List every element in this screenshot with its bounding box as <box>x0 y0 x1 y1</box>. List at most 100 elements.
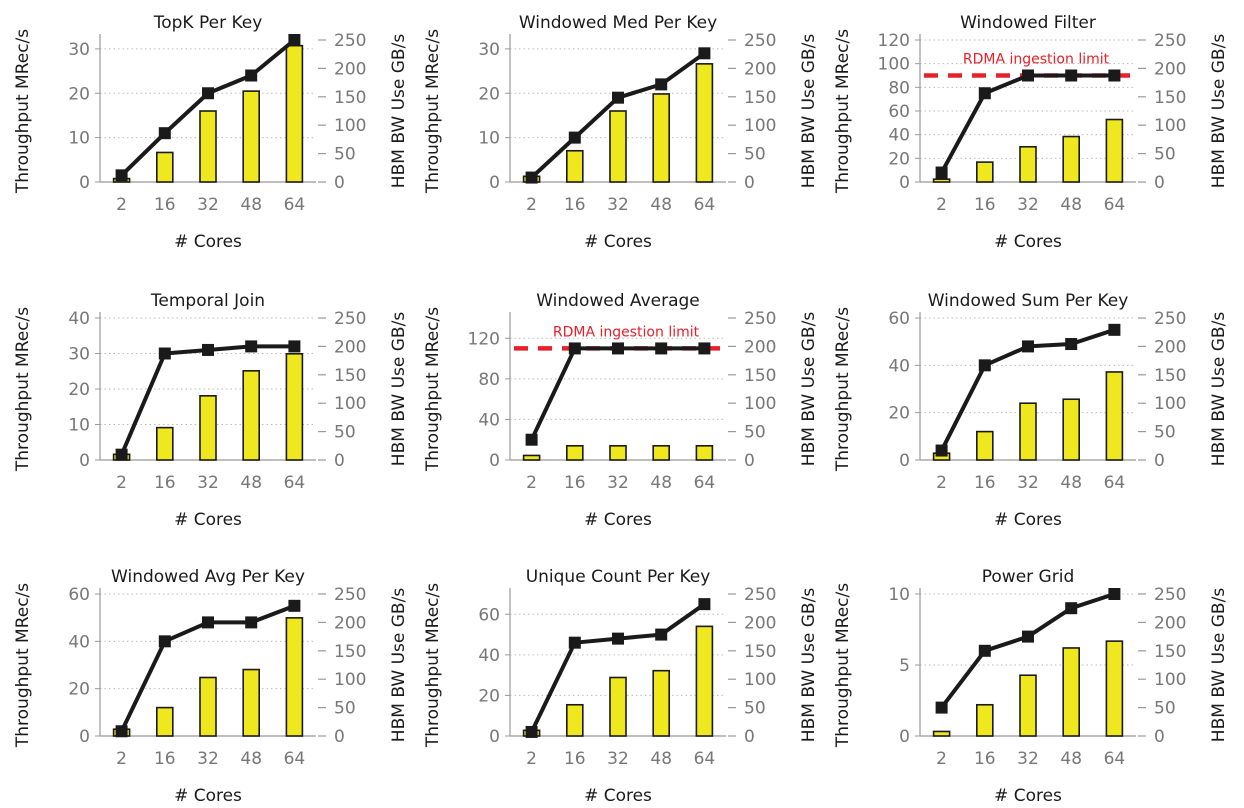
rdma-limit-label: RDMA ingestion limit <box>553 324 700 340</box>
x-tick-label: 2 <box>936 195 947 215</box>
y2-tick-label: 100 <box>744 394 776 414</box>
x-tick-label: 48 <box>650 195 672 215</box>
y-tick-label: 20 <box>478 686 500 706</box>
x-axis-title: # Cores <box>584 510 652 530</box>
line-marker <box>935 166 948 179</box>
x-tick-label: 48 <box>240 749 262 769</box>
bar <box>652 93 671 183</box>
panel-title: TopK Per Key <box>153 13 263 33</box>
line-marker <box>1108 323 1121 336</box>
y2-tick-label: 0 <box>744 451 755 471</box>
y-axis-title: Throughput MRec/s <box>833 29 853 194</box>
y2-tick-label: 100 <box>744 670 776 690</box>
y-tick-label: 80 <box>888 78 910 98</box>
bar <box>285 44 304 183</box>
bar <box>695 63 714 183</box>
x-tick-label: 64 <box>284 195 306 215</box>
bar <box>285 352 304 461</box>
x-tick-label: 16 <box>564 749 586 769</box>
y-tick-label: 40 <box>478 410 500 430</box>
chart-panel: 0 20 40 60 0 50 100 150 200 250 2 16 32 48 64 # Cores Th… <box>13 567 409 806</box>
line-marker <box>288 599 301 612</box>
y2-tick-label: 250 <box>744 309 776 329</box>
line-marker <box>202 616 214 629</box>
x-tick-label: 48 <box>1060 749 1082 769</box>
bar <box>156 706 174 737</box>
x-tick-label: 2 <box>116 749 127 769</box>
panel-title: Temporal Join <box>150 291 265 311</box>
x-tick-label: 32 <box>607 195 629 215</box>
chart-panel: 0 20 40 60 80 100 120 0 50 100 150 200 250 2 16 32 48 64 #… <box>833 13 1229 252</box>
x-tick-label: 64 <box>694 749 716 769</box>
y2-tick-label: 200 <box>744 337 776 357</box>
bar <box>199 110 217 183</box>
x-tick-label: 48 <box>240 473 262 493</box>
y-tick-label: 20 <box>68 380 90 400</box>
y2-tick-label: 150 <box>1154 366 1186 386</box>
x-tick-label: 32 <box>1017 473 1039 493</box>
y2-tick-label: 250 <box>1154 585 1186 605</box>
y2-tick-label: 100 <box>334 670 366 690</box>
y-tick-label: 40 <box>478 646 500 666</box>
y-tick-label: 0 <box>899 727 910 747</box>
y-axis-title: Throughput MRec/s <box>833 307 853 472</box>
y2-axis-title: HBM BW Use GB/s <box>389 312 409 467</box>
y-tick-label: 0 <box>489 727 500 747</box>
x-axis-title: # Cores <box>174 232 242 252</box>
y-tick-label: 0 <box>899 173 910 193</box>
y-tick-label: 20 <box>68 680 90 700</box>
y2-tick-label: 150 <box>744 88 776 108</box>
y2-axis-title: HBM BW Use GB/s <box>389 34 409 189</box>
line-marker <box>1065 602 1078 615</box>
panel-title: Windowed Average <box>536 291 700 311</box>
line-marker <box>115 725 128 738</box>
y2-tick-label: 50 <box>744 423 766 443</box>
y-tick-label: 30 <box>68 40 90 60</box>
y-tick-label: 20 <box>68 84 90 104</box>
y2-tick-label: 0 <box>1154 173 1165 193</box>
bar <box>242 90 260 183</box>
line-marker <box>568 636 581 649</box>
x-tick-label: 64 <box>694 473 716 493</box>
bar <box>565 149 584 183</box>
line-marker <box>202 343 214 356</box>
panel-title: Unique Count Per Key <box>526 567 711 587</box>
line-marker <box>568 342 581 355</box>
line-marker <box>612 342 624 355</box>
panel-title: Windowed Filter <box>960 13 1096 33</box>
x-tick-label: 64 <box>1104 473 1126 493</box>
bar <box>1019 145 1037 183</box>
y2-tick-label: 250 <box>744 585 776 605</box>
line-marker <box>978 87 991 100</box>
panel-title: Windowed Med Per Key <box>519 13 717 33</box>
x-tick-label: 64 <box>1104 195 1126 215</box>
y2-tick-label: 150 <box>334 88 366 108</box>
chart-panel: 0 40 80 120 0 50 100 150 200 250 2 16 32 48 64 # Cores T… <box>423 291 819 530</box>
chart-panel: 0 10 20 30 40 0 50 100 150 200 250 2 16 32 48 64 # Cores… <box>13 291 409 530</box>
y-tick-label: 60 <box>888 309 910 329</box>
y-axis-title: Throughput MRec/s <box>13 307 33 472</box>
x-axis-title: # Cores <box>994 786 1062 803</box>
y2-tick-label: 200 <box>744 59 776 79</box>
x-tick-label: 64 <box>694 195 716 215</box>
line-marker <box>202 87 214 100</box>
y2-tick-label: 150 <box>334 366 366 386</box>
x-tick-label: 32 <box>607 749 629 769</box>
y2-tick-label: 150 <box>334 642 366 662</box>
bar <box>609 676 627 737</box>
line-marker <box>288 34 301 46</box>
y2-tick-label: 250 <box>334 31 366 51</box>
line-marker <box>655 78 668 91</box>
y2-axis-title: HBM BW Use GB/s <box>799 34 819 189</box>
y2-tick-label: 150 <box>744 366 776 386</box>
y2-tick-label: 100 <box>334 116 366 136</box>
y2-axis-title: HBM BW Use GB/s <box>799 588 819 743</box>
y-tick-label: 0 <box>79 727 90 747</box>
x-tick-label: 32 <box>197 749 219 769</box>
line-marker <box>612 632 624 645</box>
line-marker <box>655 342 668 355</box>
bar <box>565 703 584 737</box>
y-tick-label: 10 <box>68 129 90 149</box>
y-axis-title: Throughput MRec/s <box>423 29 443 194</box>
x-axis-title: # Cores <box>584 232 652 252</box>
